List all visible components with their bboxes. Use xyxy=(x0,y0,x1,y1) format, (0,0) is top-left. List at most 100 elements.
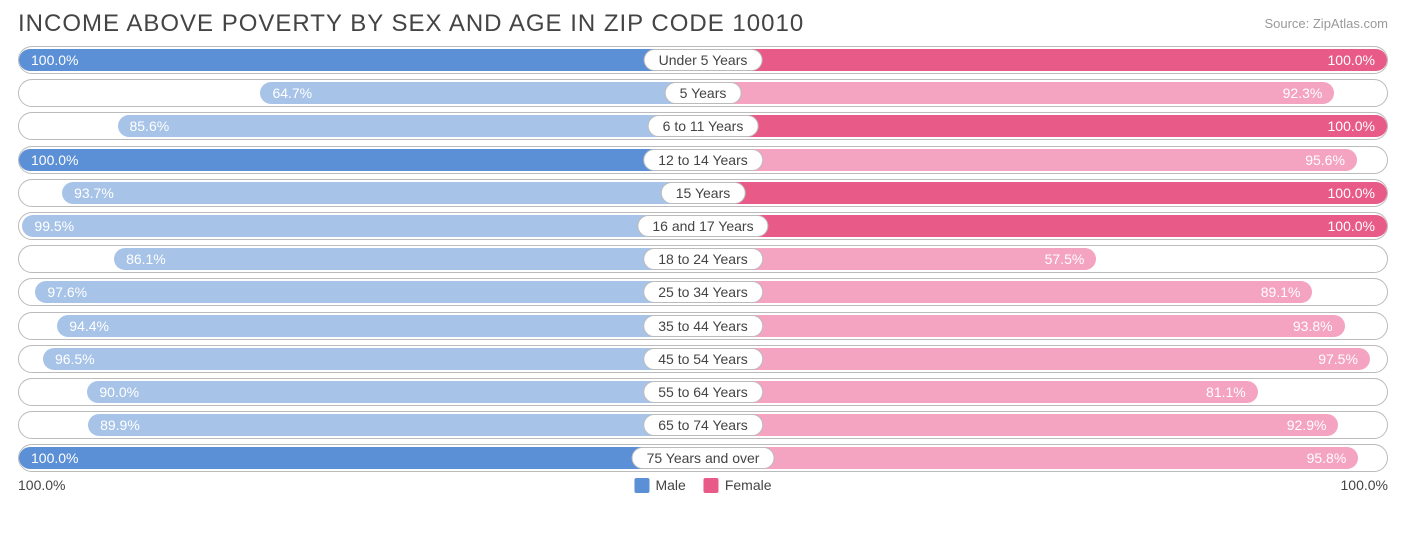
legend-swatch-male xyxy=(634,478,649,493)
category-label: 18 to 24 Years xyxy=(643,248,763,270)
chart-footer: 100.0% Male Female 100.0% xyxy=(18,477,1388,493)
male-value: 96.5% xyxy=(49,346,101,372)
male-half: 96.5% xyxy=(19,346,703,372)
female-bar xyxy=(703,182,1387,204)
chart-row: 100.0% 95.6% 12 to 14 Years xyxy=(18,146,1388,174)
male-half: 100.0% xyxy=(19,47,703,73)
male-half: 99.5% xyxy=(19,213,703,239)
chart-row: 100.0%100.0%Under 5 Years xyxy=(18,46,1388,74)
female-value: 92.3% xyxy=(1277,80,1329,106)
category-label: 12 to 14 Years xyxy=(643,149,763,171)
male-bar xyxy=(19,149,703,171)
female-bar xyxy=(703,149,1357,171)
female-value: 100.0% xyxy=(1322,213,1381,239)
female-half: 95.6% xyxy=(703,147,1387,173)
female-bar xyxy=(703,115,1387,137)
female-half: 100.0% xyxy=(703,47,1387,73)
female-half: 100.0% xyxy=(703,180,1387,206)
category-label: 25 to 34 Years xyxy=(643,281,763,303)
category-label: 16 and 17 Years xyxy=(637,215,768,237)
female-value: 93.8% xyxy=(1287,313,1339,339)
chart-header: INCOME ABOVE POVERTY BY SEX AND AGE IN Z… xyxy=(18,10,1388,38)
female-value: 100.0% xyxy=(1322,180,1381,206)
female-half: 95.8% xyxy=(703,445,1387,471)
male-bar xyxy=(19,49,703,71)
male-bar xyxy=(43,348,703,370)
male-value: 94.4% xyxy=(63,313,115,339)
chart-row: 90.0% 81.1% 55 to 64 Years xyxy=(18,378,1388,406)
chart-source: Source: ZipAtlas.com xyxy=(1264,16,1388,31)
female-half: 81.1% xyxy=(703,379,1387,405)
female-half: 93.8% xyxy=(703,313,1387,339)
legend: Male Female xyxy=(634,477,771,493)
male-value: 97.6% xyxy=(41,279,93,305)
female-value: 95.6% xyxy=(1299,147,1351,173)
female-bar xyxy=(703,82,1334,104)
male-bar xyxy=(87,381,703,403)
category-label: 15 Years xyxy=(661,182,746,204)
legend-item-female: Female xyxy=(704,477,772,493)
female-value: 57.5% xyxy=(1039,246,1091,272)
male-bar xyxy=(57,315,703,337)
male-value: 100.0% xyxy=(25,47,84,73)
category-label: 35 to 44 Years xyxy=(643,315,763,337)
category-label: 55 to 64 Years xyxy=(643,381,763,403)
chart-title: INCOME ABOVE POVERTY BY SEX AND AGE IN Z… xyxy=(18,10,804,38)
male-half: 64.7% xyxy=(19,80,703,106)
legend-label-female: Female xyxy=(725,477,772,493)
female-bar xyxy=(703,215,1387,237)
chart-row: 64.7% 92.3% 5 Years xyxy=(18,79,1388,107)
male-value: 85.6% xyxy=(123,113,175,139)
male-value: 64.7% xyxy=(266,80,318,106)
category-label: 65 to 74 Years xyxy=(643,414,763,436)
male-value: 100.0% xyxy=(25,445,84,471)
chart-row: 99.5% 100.0% 16 and 17 Years xyxy=(18,212,1388,240)
female-half: 92.3% xyxy=(703,80,1387,106)
male-value: 99.5% xyxy=(28,213,80,239)
female-half: 97.5% xyxy=(703,346,1387,372)
chart-row: 93.7% 100.0% 15 Years xyxy=(18,179,1388,207)
male-bar xyxy=(19,447,703,469)
male-half: 85.6% xyxy=(19,113,703,139)
female-value: 81.1% xyxy=(1200,379,1252,405)
legend-label-male: Male xyxy=(655,477,685,493)
female-bar xyxy=(703,49,1387,71)
category-label: 5 Years xyxy=(665,82,742,104)
male-value: 89.9% xyxy=(94,412,146,438)
male-bar xyxy=(118,115,704,137)
male-half: 100.0% xyxy=(19,445,703,471)
male-half: 97.6% xyxy=(19,279,703,305)
male-value: 93.7% xyxy=(68,180,120,206)
female-value: 97.5% xyxy=(1312,346,1364,372)
female-bar xyxy=(703,414,1338,436)
male-half: 90.0% xyxy=(19,379,703,405)
male-value: 90.0% xyxy=(93,379,145,405)
male-value: 100.0% xyxy=(25,147,84,173)
category-label: 6 to 11 Years xyxy=(648,115,759,137)
category-label: 45 to 54 Years xyxy=(643,348,763,370)
female-bar xyxy=(703,315,1345,337)
female-value: 100.0% xyxy=(1322,113,1381,139)
axis-label-right: 100.0% xyxy=(1341,477,1388,493)
male-half: 86.1% xyxy=(19,246,703,272)
chart-row: 89.9% 92.9% 65 to 74 Years xyxy=(18,411,1388,439)
chart-row: 94.4% 93.8% 35 to 44 Years xyxy=(18,312,1388,340)
male-bar xyxy=(35,281,703,303)
female-half: 100.0% xyxy=(703,213,1387,239)
female-bar xyxy=(703,381,1258,403)
female-half: 100.0% xyxy=(703,113,1387,139)
female-bar xyxy=(703,281,1312,303)
category-label: Under 5 Years xyxy=(644,49,763,71)
female-value: 95.8% xyxy=(1301,445,1353,471)
legend-item-male: Male xyxy=(634,477,685,493)
male-half: 100.0% xyxy=(19,147,703,173)
female-bar xyxy=(703,447,1358,469)
chart-row: 85.6% 100.0% 6 to 11 Years xyxy=(18,112,1388,140)
female-value: 92.9% xyxy=(1281,412,1333,438)
female-half: 92.9% xyxy=(703,412,1387,438)
chart-row: 86.1% 57.5% 18 to 24 Years xyxy=(18,245,1388,273)
female-bar xyxy=(703,348,1370,370)
chart-row: 100.0% 95.8% 75 Years and over xyxy=(18,444,1388,472)
category-label: 75 Years and over xyxy=(632,447,775,469)
female-half: 57.5% xyxy=(703,246,1387,272)
